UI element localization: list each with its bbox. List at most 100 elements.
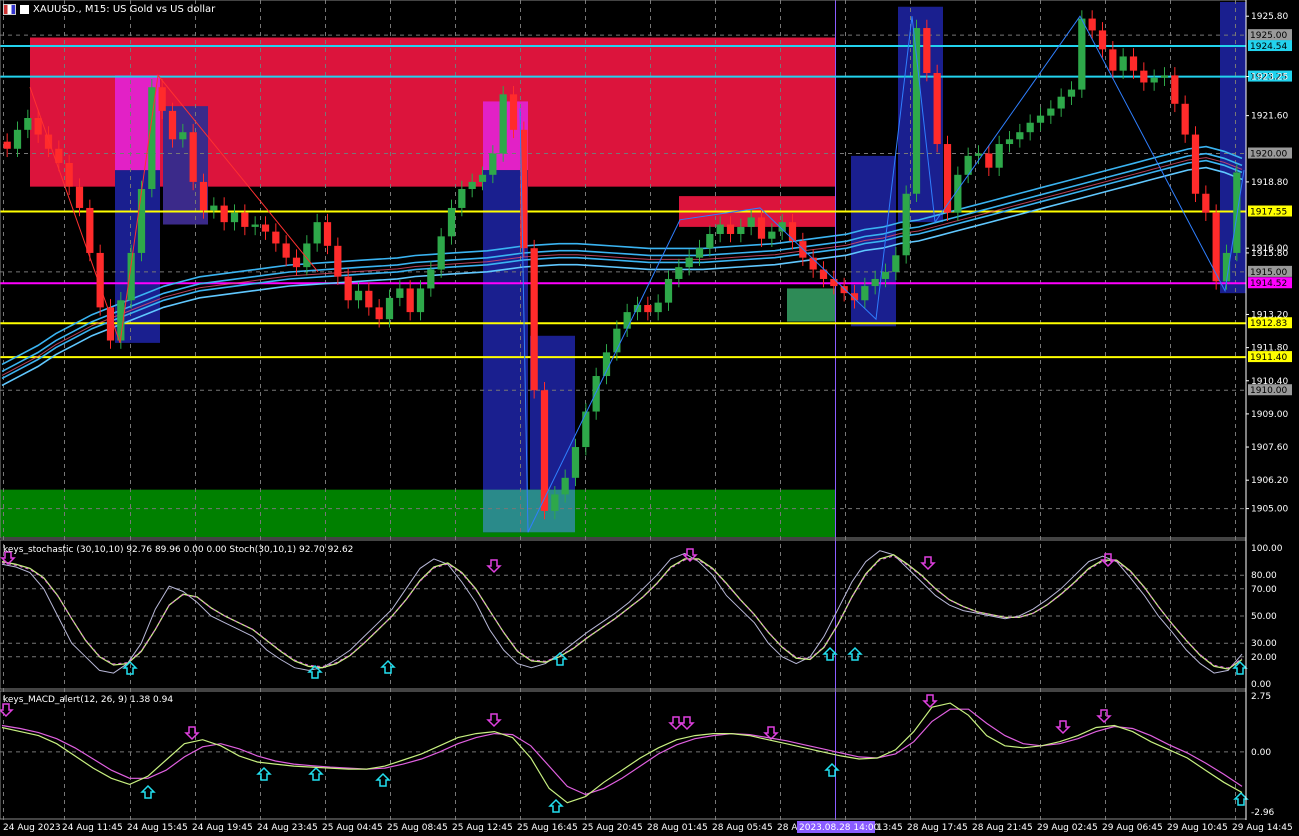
price-tick-label: 1906.20 [1251,476,1288,486]
candle-body [406,288,414,313]
candle-body [582,411,590,448]
timeframe-icon[interactable] [20,5,29,14]
price-mark-label: 1915.00 [1250,268,1287,278]
candle-body [819,269,828,279]
stochastic-tick-label: 100.00 [1251,544,1283,554]
candle-body [768,231,776,239]
candle-body [1222,252,1231,282]
ema-line [1,159,1243,380]
candle-body [1078,18,1086,90]
candle-body [396,288,404,298]
level-label-box [1248,70,1292,82]
candle-body [148,87,156,190]
candle-body [850,293,859,301]
candle-body [912,28,921,194]
demand-zone-small [787,288,835,322]
candle-body [1129,56,1138,71]
arrow-down-icon [682,548,698,563]
candle-body [75,186,84,208]
stochastic-tick-label: 0.00 [1251,680,1271,690]
stochastic-signal-line [1,555,1243,669]
time-tick-label: 25 Aug 12:45 [452,823,513,833]
candle-body [695,248,704,258]
price-tick-label: 1925.80 [1251,12,1288,22]
time-tick-label: 25 Aug 20:45 [582,823,643,833]
candle-body [974,153,983,156]
candle-body [726,224,735,234]
candle-body [747,217,755,227]
level-label-box [1248,205,1292,217]
candle-body [530,248,538,391]
candle-body [106,307,115,341]
level-label: 1914.52 [1250,279,1287,289]
candle-body [437,236,445,270]
candle-body [592,376,600,412]
candle-body [44,134,53,149]
arrow-up-icon [307,664,323,679]
arrow-up-icon [548,798,564,813]
arrow-down-icon [763,726,779,741]
candle-body [241,212,249,227]
candle-body [282,243,290,258]
candle-body [1160,75,1169,78]
candle-body [1016,132,1024,140]
stochastic-pane-frame [0,539,1247,690]
candle-body [613,328,621,353]
time-tick-label: 24 Aug 19:45 [192,823,253,833]
price-tick-label: 1911.80 [1251,344,1288,354]
time-tick-label: 29 Aug 02:45 [1037,823,1098,833]
arrow-up-icon [256,766,272,781]
candle-body [34,117,42,135]
candle-body [1057,96,1065,109]
candle-body [158,87,166,111]
candle-body [447,207,456,237]
macd-main-line [1,702,1243,804]
candle-body [86,207,94,253]
candle-body [737,226,745,234]
candle-body [520,129,528,249]
candle-body [251,224,259,227]
arrow-down-icon [922,694,938,709]
time-tick-label: 25 Aug 16:45 [517,823,578,833]
arrow-up-icon [847,646,863,661]
arrow-up-icon [822,646,838,661]
level-label-box [1248,317,1292,329]
candle-body [3,141,11,149]
candles-layer [3,10,1241,520]
candle-body [871,278,879,287]
candle-body [757,217,766,239]
ema-line [1,166,1243,387]
grid-layer [0,0,1246,820]
macd-layer [1,702,1243,804]
candle-body [1150,77,1158,83]
stochastic-tick-label: 20.00 [1251,653,1277,663]
time-tick-label: 25 Aug 08:45 [387,823,448,833]
arrow-up-icon [122,660,138,675]
candle-body [168,110,177,140]
candle-body [313,222,321,244]
stochastic-tick-label: 50.00 [1251,612,1277,622]
candle-body [24,117,32,130]
candle-body [261,224,270,232]
candle-body [778,222,786,232]
candle-body [561,477,569,495]
arrow-down-icon [679,716,695,731]
candle-body [1036,115,1045,123]
candle-body [1181,103,1189,135]
price-tick-label: 1905.00 [1251,505,1288,515]
symbol-flag-icon[interactable] [3,4,16,15]
candle-body [685,257,693,268]
candle-body [365,290,373,308]
level-label: 1924.54 [1250,42,1287,52]
time-tick-label: 28 Aug 21:45 [972,823,1033,833]
candle-body [292,257,301,268]
macd-label: keys_MACD_alert(12, 26, 9) 1.38 0.94 [3,695,174,705]
price-tick-label: 1915.80 [1251,249,1288,259]
candle-body [654,302,662,313]
candle-body [830,278,838,287]
arrow-down-icon [486,559,502,574]
zigzag-layer [29,15,1245,533]
price-tick-label: 1910.40 [1251,377,1288,387]
